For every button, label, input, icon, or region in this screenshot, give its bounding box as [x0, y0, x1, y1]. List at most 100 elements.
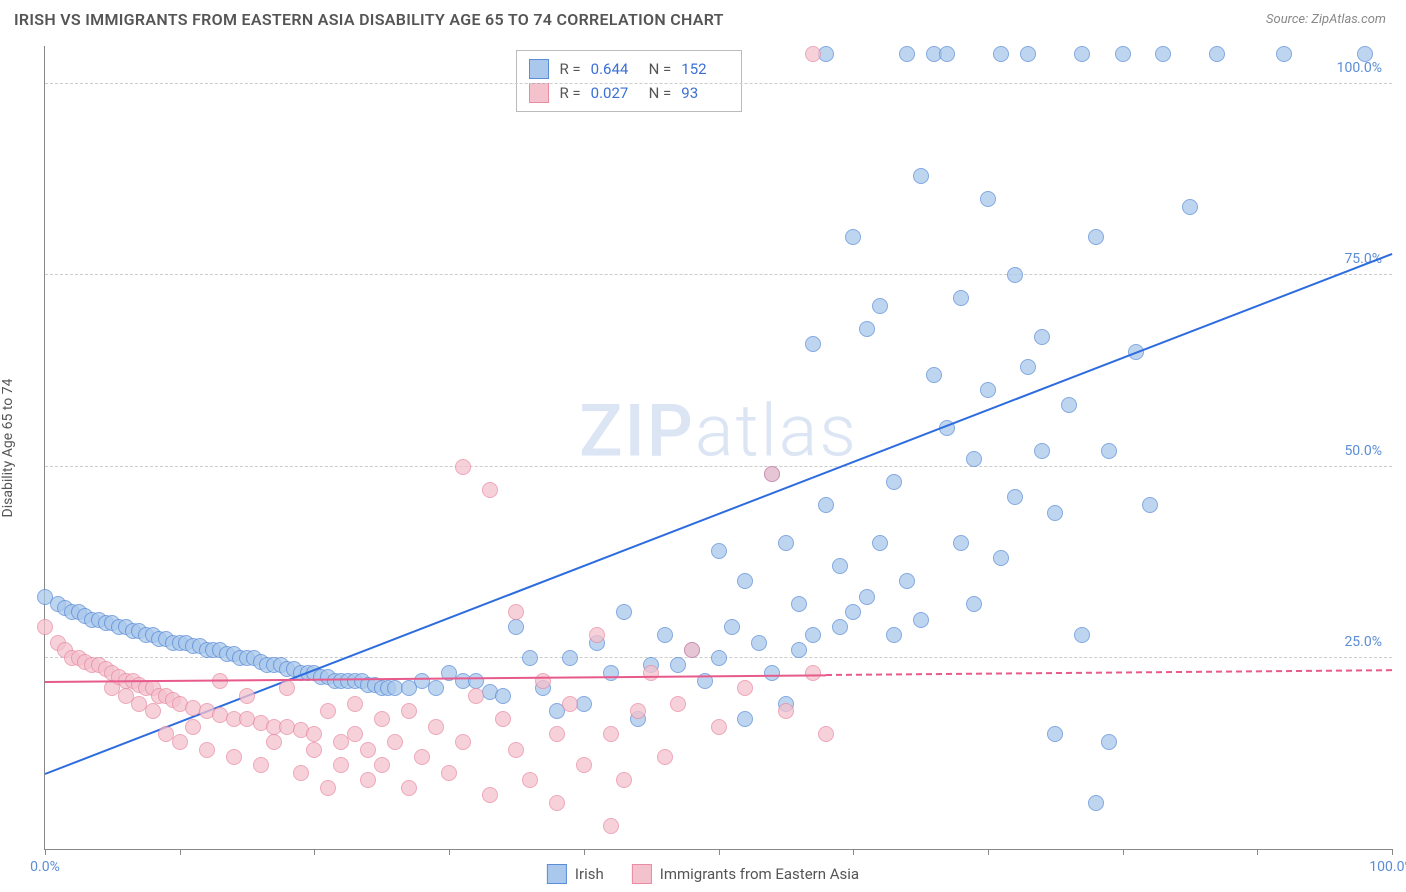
data-point: [1007, 489, 1023, 505]
data-point: [966, 451, 982, 467]
x-tick: [180, 849, 181, 855]
legend-label-immigrants: Immigrants from Eastern Asia: [660, 865, 859, 883]
data-point: [508, 619, 524, 635]
data-point: [805, 336, 821, 352]
data-point: [1155, 46, 1171, 62]
data-point: [1034, 443, 1050, 459]
data-point: [428, 680, 444, 696]
watermark-part1: ZIP: [579, 389, 695, 474]
data-point: [791, 596, 807, 612]
data-point: [522, 772, 538, 788]
data-point: [805, 665, 821, 681]
data-point: [522, 650, 538, 666]
data-point: [441, 765, 457, 781]
data-point: [549, 795, 565, 811]
data-point: [37, 619, 53, 635]
data-point: [468, 688, 484, 704]
data-point: [1088, 795, 1104, 811]
data-point: [468, 673, 484, 689]
data-point: [576, 757, 592, 773]
data-point: [279, 680, 295, 696]
data-point: [253, 757, 269, 773]
data-point: [832, 619, 848, 635]
stat-n-immigrants: 93: [681, 84, 729, 102]
x-tick: [584, 849, 585, 855]
data-point: [1020, 359, 1036, 375]
data-point: [387, 734, 403, 750]
data-point: [1101, 734, 1117, 750]
legend-label-irish: Irish: [575, 865, 604, 883]
x-tick: [1123, 849, 1124, 855]
data-point: [1101, 443, 1117, 459]
data-point: [508, 742, 524, 758]
data-point: [306, 726, 322, 742]
data-point: [670, 696, 686, 712]
data-point: [549, 726, 565, 742]
data-point: [266, 734, 282, 750]
data-point: [684, 642, 700, 658]
x-tick: [988, 849, 989, 855]
data-point: [320, 703, 336, 719]
data-point: [711, 719, 727, 735]
data-point: [1074, 627, 1090, 643]
watermark: ZIPatlas: [579, 389, 858, 474]
x-tick: [45, 849, 46, 855]
data-point: [953, 290, 969, 306]
data-point: [993, 46, 1009, 62]
legend-item-immigrants: Immigrants from Eastern Asia: [632, 864, 859, 884]
y-axis-label: 50.0%: [1342, 443, 1384, 459]
x-tick: [853, 849, 854, 855]
data-point: [1047, 505, 1063, 521]
data-point: [1034, 329, 1050, 345]
legend-swatch-immigrants: [632, 864, 652, 884]
data-point: [428, 719, 444, 735]
data-point: [1115, 46, 1131, 62]
data-point: [818, 497, 834, 513]
stat-r-label: R =: [559, 84, 580, 102]
data-point: [455, 734, 471, 750]
x-axis-label: 0.0%: [30, 859, 60, 875]
data-point: [778, 535, 794, 551]
gridline: [45, 274, 1392, 275]
data-point: [657, 627, 673, 643]
data-point: [657, 749, 673, 765]
data-point: [737, 680, 753, 696]
x-tick: [1257, 849, 1258, 855]
data-point: [751, 635, 767, 651]
data-point: [939, 46, 955, 62]
data-point: [818, 726, 834, 742]
data-point: [306, 742, 322, 758]
data-point: [455, 459, 471, 475]
data-point: [711, 650, 727, 666]
data-point: [1357, 46, 1373, 62]
data-point: [670, 657, 686, 673]
data-point: [913, 612, 929, 628]
stat-r-immigrants: 0.027: [591, 84, 639, 102]
data-point: [980, 191, 996, 207]
data-point: [859, 321, 875, 337]
data-point: [603, 726, 619, 742]
data-point: [360, 742, 376, 758]
data-point: [764, 665, 780, 681]
data-point: [508, 604, 524, 620]
data-point: [886, 627, 902, 643]
data-point: [1074, 46, 1090, 62]
data-point: [737, 573, 753, 589]
stat-n-irish: 152: [681, 60, 729, 78]
data-point: [1047, 726, 1063, 742]
data-point: [145, 703, 161, 719]
stat-r-label: R =: [559, 60, 580, 78]
data-point: [832, 558, 848, 574]
data-point: [724, 619, 740, 635]
data-point: [239, 688, 255, 704]
data-point: [953, 535, 969, 551]
data-point: [899, 46, 915, 62]
gridline: [45, 466, 1392, 467]
data-point: [1276, 46, 1292, 62]
y-axis-label: 100.0%: [1335, 60, 1384, 76]
legend: Irish Immigrants from Eastern Asia: [547, 864, 859, 884]
x-tick: [314, 849, 315, 855]
data-point: [374, 711, 390, 727]
chart-area: Disability Age 65 to 74 ZIPatlas R = 0.6…: [14, 46, 1392, 850]
data-point: [980, 382, 996, 398]
